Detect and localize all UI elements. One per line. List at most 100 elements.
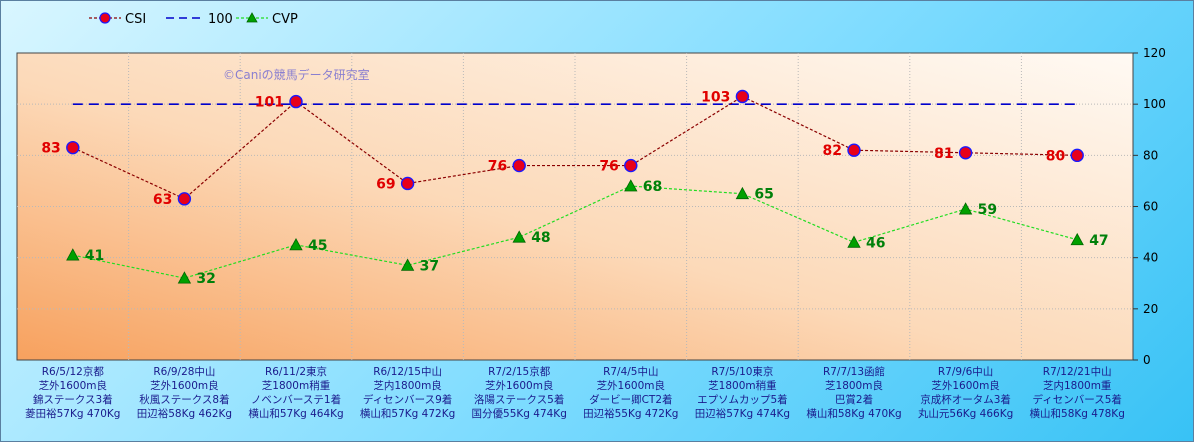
cvp-point [624,179,638,192]
x-category-line: 国分優55Kg 474Kg [472,407,567,420]
x-category-line: R6/11/2東京 [265,365,327,378]
x-category-line: 丸山元56Kg 466Kg [918,407,1013,420]
x-category-line: 芝外1600m良 [485,379,553,392]
x-category-label: R6/11/2東京芝1800m稍重ノベンバーステ1着横山和57Kg 464Kg [248,365,343,420]
legend-label: CVP [272,12,298,27]
legend-marker-csi [99,12,111,24]
cvp-data-label: 41 [85,248,104,264]
csi-data-label: 80 [1046,148,1066,164]
y-tick-label: 80 [1143,148,1158,162]
x-category-label: R7/9/6中山芝外1600m良京成杯オータム3着丸山元56Kg 466Kg [918,365,1013,420]
y-tick-label: 40 [1143,251,1158,265]
x-category-line: 芝外1600m良 [39,379,107,392]
cvp-data-label: 65 [754,187,773,203]
csi-data-label: 101 [255,95,284,111]
y-axis: 0 20 40 60 80 100 120 [1133,46,1166,367]
data-label-layer: 41 32 45 37 48 68 65 46 59 47 83 63 101 69 76 76 103 82 81… [41,89,1108,287]
legend-marker-cvp [246,12,258,23]
x-category-line: 田辺裕57Kg 474Kg [695,407,790,420]
series-line-csi [72,95,1078,200]
cvp-point [400,258,415,271]
csi-point [512,158,526,173]
cvp-data-label: 45 [308,238,327,254]
y-tick-label: 100 [1143,97,1166,111]
x-category-line: R7/12/21中山 [1043,365,1112,378]
x-category-line: 秋風ステークス8着 [139,393,229,406]
x-category-line: 芝1800m稍重 [708,379,776,392]
x-category-line: ダービー卿CT2着 [589,393,672,406]
csi-point [289,94,303,109]
cvp-point [177,271,192,284]
x-category-label: R7/7/13函館芝1800m良巴賞2着横山和58Kg 470Kg [806,365,901,420]
x-category-line: R6/9/28中山 [153,365,215,378]
x-category-line: R7/5/10東京 [711,365,773,378]
cvp-data-label: 47 [1089,233,1108,249]
x-category-line: 横山和57Kg 464Kg [248,407,343,420]
x-category-line: 横山和57Kg 472Kg [360,407,455,420]
x-category-line: R7/7/13函館 [823,365,885,378]
y-tick-label: 60 [1143,200,1158,214]
x-category-line: ディセンバース5着 [1032,393,1121,406]
csi-point [400,176,415,191]
legend-label: 100 [208,12,233,27]
x-category-line: R7/9/6中山 [938,365,993,378]
x-category-label: R7/12/21中山芝内1800m重ディセンバース5着横山和58Kg 478Kg [1030,365,1125,420]
cvp-point [512,230,526,243]
csi-data-label: 82 [823,143,842,159]
x-category-line: 洛陽ステークス5着 [474,393,564,406]
x-category-label: R6/9/28中山芝外1600m良秋風ステークス8着田辺裕58Kg 462Kg [137,365,232,420]
y-tick-label: 0 [1143,353,1151,367]
x-category-line: 芝外1600m良 [931,379,999,392]
x-category-line: ノベンバーステ1着 [251,393,341,406]
x-category-line: 錦ステークス3着 [33,393,113,406]
cvp-data-label: 37 [420,258,439,274]
cvp-point [847,235,861,248]
x-category-label: R7/5/10東京芝1800m稍重エプソムカップ5着田辺裕57Kg 474Kg [695,365,790,420]
csi-point [847,143,861,157]
x-category-line: 芝1800m良 [825,379,883,392]
series-line-cvp [72,185,1078,279]
cvp-data-label: 59 [978,202,997,218]
csi-point [958,146,973,160]
x-category-label: R6/5/12京都芝外1600m良錦ステークス3着菱田裕57Kg 470Kg [25,365,120,420]
cvp-data-label: 32 [196,271,215,287]
csi-data-label: 103 [701,89,730,105]
x-category-line: 横山和58Kg 478Kg [1030,407,1125,420]
x-category-line: R7/2/15京都 [488,365,551,378]
x-category-label: R7/4/5中山芝外1600m良ダービー卿CT2着田辺裕55Kg 472Kg [583,365,678,420]
csi-point [624,158,638,173]
csi-data-label: 76 [488,159,507,175]
cvp-point [1070,232,1084,246]
y-tick-label: 20 [1143,302,1158,316]
csi-point [735,89,750,104]
csi-data-label: 81 [934,146,953,162]
x-category-line: ディセンバース9着 [363,393,452,406]
x-category-line: 巴賞2着 [835,393,873,406]
cvp-data-label: 68 [643,179,662,195]
cvp-point [66,248,80,261]
csi-data-label: 76 [599,159,618,175]
x-category-line: 横山和58Kg 470Kg [806,407,901,420]
x-category-line: 芝1800m稍重 [262,379,330,392]
csi-point [66,140,80,155]
cvp-data-label: 46 [866,235,885,251]
x-category-line: 芝外1600m良 [597,379,665,392]
x-category-line: R7/4/5中山 [603,365,658,378]
x-category-label: R6/12/15中山芝内1800m良ディセンバース9着横山和57Kg 472Kg [360,365,455,420]
csi-data-label: 63 [153,192,172,208]
csi-point [1070,148,1084,163]
x-category-line: 芝内1800m良 [373,379,441,392]
csi-point [177,192,192,206]
x-category-line: 芝内1800m重 [1043,379,1111,392]
csi-data-label: 69 [376,176,395,192]
legend-label: CSI [125,12,146,27]
legend: CSI 100 CVP [89,12,298,27]
x-category-line: 田辺裕55Kg 472Kg [583,407,678,420]
cvp-data-label: 48 [531,230,550,246]
x-category-line: 芝外1600m良 [150,379,218,392]
cvp-point [735,186,750,200]
cvp-point [289,238,303,251]
cvp-point [958,202,973,215]
